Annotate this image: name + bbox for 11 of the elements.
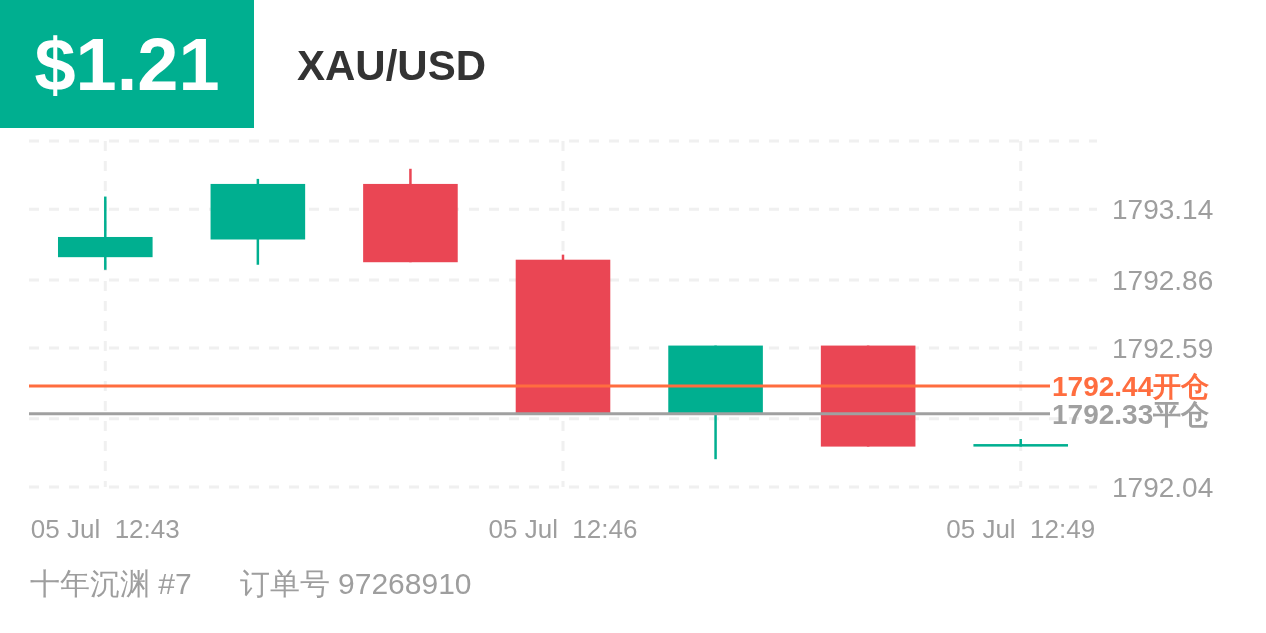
text: 订单号 97268910 xyxy=(239,567,472,600)
y-tick-label: 1792.59 xyxy=(1112,333,1214,365)
y-tick-label: 1793.14 xyxy=(1112,194,1214,226)
text: 十年沉渊 #7 xyxy=(30,567,192,600)
text: $1.21 xyxy=(34,23,220,106)
x-tick-label: 05 Jul 12:49 xyxy=(946,514,1096,544)
x-tick-label: 05 Jul 12:43 xyxy=(30,514,180,544)
x-tick-label: 05 Jul 12:46 xyxy=(488,514,638,544)
y-tick-label: 1792.86 xyxy=(1112,264,1214,296)
y-tick-label: 1792.04 xyxy=(1112,472,1214,504)
chart-title: XAU/USD xyxy=(297,42,487,89)
